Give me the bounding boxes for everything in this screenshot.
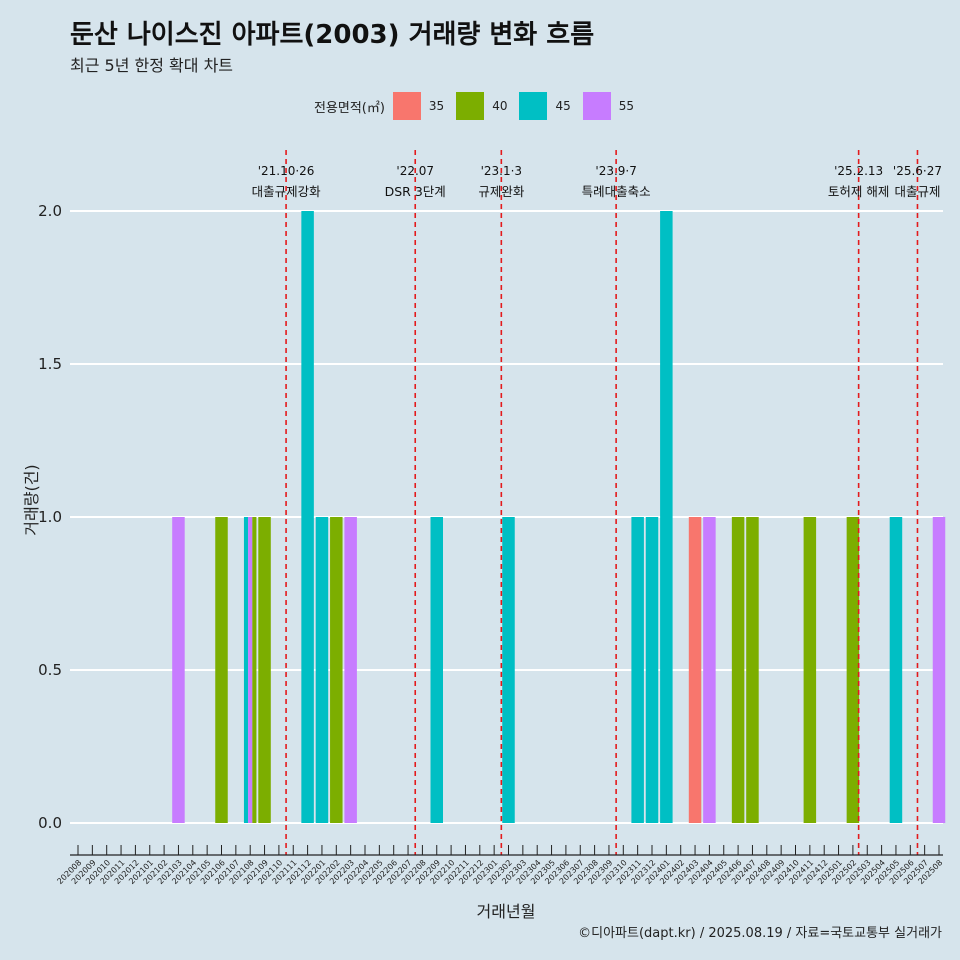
legend-swatch-40 [456, 92, 485, 120]
legend-item-40: 40 [456, 92, 507, 120]
y-axis-label: 거래량(건) [22, 464, 41, 536]
legend-title: 전용면적(㎡) [313, 100, 385, 116]
event-date-label: '22.07 [396, 164, 434, 178]
bar-202403-35 [688, 517, 702, 823]
bar-202109-40 [258, 517, 271, 823]
legend-item-35: 35 [392, 92, 445, 120]
bar-202311-45 [631, 517, 644, 823]
bar-202411-40 [803, 517, 817, 823]
event-date-label: '23.1·3 [481, 164, 522, 178]
legend-swatch-35 [392, 92, 421, 120]
bar-202108-45 [243, 517, 249, 823]
event-name-label: 특례대출축소 [582, 184, 651, 199]
bar-202112-45 [301, 211, 314, 823]
bar-202312-45 [645, 517, 659, 823]
bars [172, 211, 946, 823]
bar-202406-40 [731, 517, 745, 823]
legend: 전용면적(㎡) 35 40 45 55 [0, 92, 960, 120]
legend-swatch-45 [519, 92, 548, 120]
page-subtitle: 최근 5년 한정 확대 차트 [70, 56, 234, 75]
event-name-label: 대출규제강화 [252, 184, 322, 199]
source-caption: ©디아파트(dapt.kr) / 2025.08.19 / 자료=국토교통부 실… [578, 926, 942, 941]
bar-202508-55 [932, 517, 946, 823]
bar-202108-40 [252, 517, 257, 823]
event-name-label: 대출규제 [894, 184, 940, 199]
bar-202108-55 [248, 517, 253, 823]
y-tick-label: 2.0 [38, 202, 62, 220]
x-axis-label: 거래년월 [476, 902, 536, 921]
event-date-label: '21.10·26 [258, 164, 315, 178]
y-tick-label: 1.0 [38, 508, 62, 526]
legend-item-45: 45 [519, 92, 571, 120]
bar-202202-40 [330, 517, 343, 823]
bar-202201-45 [315, 517, 329, 823]
legend-label-35: 35 [428, 99, 445, 113]
legend-label-45: 45 [555, 99, 571, 113]
y-tick-label: 0.0 [38, 814, 62, 832]
bar-202106-40 [215, 517, 228, 823]
x-axis: 2020082020092020102020112020122021012021… [55, 845, 944, 886]
legend-item-55: 55 [582, 92, 635, 120]
bar-202302-45 [502, 517, 515, 823]
event-date-label: '25.6·27 [893, 164, 942, 178]
bar-202505-45 [889, 517, 903, 823]
legend-label-55: 55 [618, 99, 635, 113]
event-date-label: '23.9·7 [595, 164, 636, 178]
event-name-label: 규제완화 [478, 184, 525, 199]
bar-202103-55 [172, 517, 185, 823]
legend-swatch-55 [582, 92, 611, 120]
bar-202203-55 [344, 517, 357, 823]
bar-202401-45 [660, 211, 673, 823]
event-date-label: '25.2.13 [834, 164, 883, 178]
page-title: 둔산 나이스진 아파트(2003) 거래량 변화 흐름 [70, 20, 595, 50]
bar-202404-55 [703, 517, 716, 823]
bar-202407-40 [746, 517, 759, 823]
bar-202502-40 [846, 517, 860, 823]
y-axis-ticks: 0.0 0.5 1.0 1.5 2.0 [38, 202, 62, 832]
legend-label-40: 40 [492, 99, 508, 113]
event-name-label: DSR 3단계 [385, 184, 446, 199]
bar-202209-45 [430, 517, 443, 823]
y-tick-label: 1.5 [38, 355, 62, 373]
event-name-label: 토허제 해제 [828, 184, 889, 199]
y-tick-label: 0.5 [38, 661, 62, 679]
event-markers: '21.10·26 대출규제강화 '22.07 DSR 3단계 '23.1·3 규제완화 '… [252, 150, 942, 855]
